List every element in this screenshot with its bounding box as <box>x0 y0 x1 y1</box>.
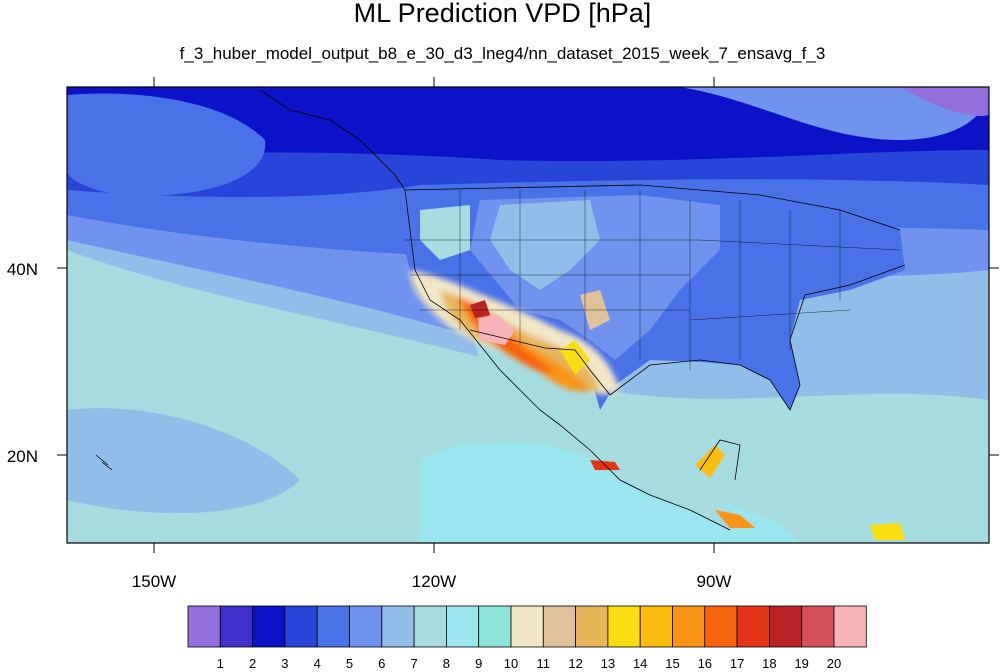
lat-label-20n: 20N <box>7 447 38 466</box>
colorbar-swatch <box>769 605 803 648</box>
colorbar-label: 10 <box>504 656 518 671</box>
northwest-dry <box>420 205 470 260</box>
lon-label-90w: 90W <box>697 572 732 591</box>
yucatan-dry <box>695 445 725 478</box>
colorbar-label: 3 <box>281 656 288 671</box>
colorbar-swatch <box>672 605 706 648</box>
colorbar-label: 14 <box>633 656 647 671</box>
colorbar-label: 9 <box>475 656 482 671</box>
northeast-lobe <box>680 87 989 140</box>
colorbar-label: 13 <box>601 656 615 671</box>
lat-label-40n: 40N <box>7 260 38 279</box>
colorbar-swatch <box>413 605 447 648</box>
colorbar-swatch <box>349 605 383 648</box>
axis-ticks <box>57 77 999 553</box>
northeast-purple <box>900 87 989 116</box>
colorbar-label: 12 <box>568 656 582 671</box>
colorbar-label: 5 <box>346 656 353 671</box>
map-plot-area <box>67 87 989 543</box>
colorbar-swatch <box>607 605 641 648</box>
colorbar-label: 1 <box>217 656 224 671</box>
colorbar-label: 16 <box>698 656 712 671</box>
colorbar-swatch <box>801 605 835 648</box>
colorbar-swatch <box>736 605 770 648</box>
map-subtitle: f_3_huber_model_output_b8_e_30_d3_lneg4/… <box>179 44 826 63</box>
hawaii-band <box>67 408 300 514</box>
vpd-max-core <box>478 315 515 345</box>
plot-frame <box>66 86 990 544</box>
central-america-spot <box>715 510 755 528</box>
colorbar-label: 8 <box>443 656 450 671</box>
colorbar-label: 7 <box>410 656 417 671</box>
colorbar-label: 17 <box>730 656 744 671</box>
state-borders <box>405 190 901 370</box>
pacific-lobe <box>67 93 266 196</box>
colorbar-swatch <box>219 605 254 648</box>
colorbar-swatch <box>542 605 576 648</box>
lon-label-150w: 150W <box>132 572 176 591</box>
colorbar-label: 18 <box>762 656 776 671</box>
colorbar-swatch <box>445 605 480 648</box>
colorbar-swatch <box>478 605 512 648</box>
colorbar-label: 6 <box>378 656 385 671</box>
colorbar-swatch <box>704 605 738 648</box>
map-title: ML Prediction VPD [hPa] <box>353 0 652 28</box>
coastlines <box>95 89 906 531</box>
mexico-land <box>470 330 760 530</box>
colorbar-label: 15 <box>665 656 679 671</box>
caribbean-spot <box>870 523 905 540</box>
colorbar-label: 20 <box>827 656 841 671</box>
colorbar-label: 4 <box>314 656 321 671</box>
colorbar-swatch <box>833 605 867 648</box>
colorbar-label: 2 <box>249 656 256 671</box>
colorbar-swatch <box>187 605 221 648</box>
colorbar-swatch <box>639 605 673 648</box>
colorbar-label: 11 <box>537 656 551 671</box>
colorbar-swatch <box>284 605 318 648</box>
vpd-hot-spot <box>470 300 490 318</box>
chihuahua-yellow <box>560 340 590 375</box>
colorbar-swatch <box>316 605 350 648</box>
colorbar-swatch <box>510 605 544 648</box>
colorbar-swatch <box>252 605 286 648</box>
rockies <box>490 200 600 290</box>
colorbar-label: 19 <box>794 656 808 671</box>
colorbar: 1 2 3 4 5 6 7 8 9 10 11 12 13 14 15 16 17 18 19 20 <box>187 605 867 671</box>
lon-label-120w: 120W <box>412 572 456 591</box>
colorbar-swatch <box>575 605 609 648</box>
colorbar-swatch <box>381 605 415 648</box>
